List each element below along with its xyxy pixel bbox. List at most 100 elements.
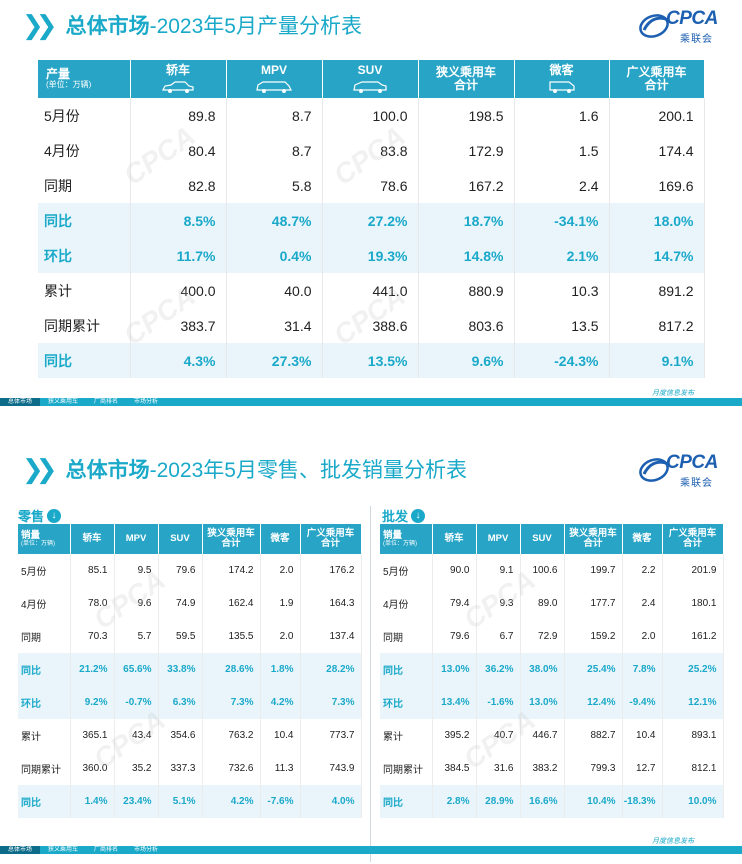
- download-arrow-icon[interactable]: ↓: [411, 508, 426, 523]
- table-row: 同期 70.3 5.7 59.5 135.5 2.0 137.4: [18, 620, 362, 653]
- table-cell: 35.2: [114, 752, 159, 785]
- table-cell: 360.0: [70, 752, 115, 785]
- table-cell: 72.9: [520, 620, 565, 653]
- table-cell: 89.0: [520, 587, 565, 620]
- cpca-logo-icon: [639, 458, 669, 482]
- footer-bar: [0, 398, 742, 406]
- table-cell: 10.4%: [564, 785, 623, 818]
- table-row: 5月份 85.1 9.5 79.6 174.2 2.0 176.2: [18, 554, 362, 587]
- row-label: 同比: [380, 653, 433, 686]
- table-cell: -18.3%: [622, 785, 663, 818]
- table-cell: 9.5: [114, 554, 159, 587]
- row-label: 4月份: [380, 587, 433, 620]
- table-cell: 18.7%: [418, 203, 515, 238]
- table-cell: 400.0: [130, 273, 227, 308]
- header-unit: (单位：万辆): [46, 80, 92, 90]
- table-cell: -7.6%: [260, 785, 301, 818]
- table-cell: 89.8: [130, 98, 227, 133]
- footer-tab[interactable]: 厂商排名: [94, 399, 119, 405]
- table-cell: 2.0: [260, 620, 301, 653]
- table-cell: 177.7: [564, 587, 623, 620]
- microvan-icon: [548, 80, 575, 93]
- title-bold: 总体市场: [65, 15, 150, 38]
- table-row: 同比 21.2% 65.6% 33.8% 28.6% 1.8% 28.2%: [18, 653, 362, 686]
- table-cell: 441.0: [322, 273, 419, 308]
- table-cell: 812.1: [662, 752, 724, 785]
- table-cell: 10.3: [514, 273, 610, 308]
- table-cell: 14.8%: [418, 238, 515, 273]
- logo-subtext: 乘联会: [680, 478, 713, 489]
- table-cell: 48.7%: [226, 203, 323, 238]
- table-cell: 9.3: [476, 587, 521, 620]
- footer-tab[interactable]: 总体市场: [0, 398, 41, 406]
- table-row: 环比 9.2% -0.7% 6.3% 7.3% 4.2% 7.3%: [18, 686, 362, 719]
- table-cell: -0.7%: [114, 686, 159, 719]
- table-cell: 383.7: [130, 308, 227, 343]
- table-cell: 82.8: [130, 168, 227, 203]
- table-cell: 337.3: [158, 752, 203, 785]
- footer-tab[interactable]: 总体市场: [0, 846, 41, 854]
- row-label: 累计: [38, 273, 131, 308]
- table-cell: 1.4%: [70, 785, 115, 818]
- header-col: 微客: [622, 524, 663, 554]
- table-cell: 395.2: [432, 719, 477, 752]
- table-row: 同比 13.0% 36.2% 38.0% 25.4% 7.8% 25.2%: [380, 653, 724, 686]
- table-header-row: 销量 (单位：万辆) 轿车 MPV SUV 狭义乘用车 合计 微客 广义乘用车 合计: [380, 524, 724, 554]
- table-cell: 6.7: [476, 620, 521, 653]
- row-label: 同期累计: [18, 752, 71, 785]
- table-cell: 59.5: [158, 620, 203, 653]
- table-cell: 10.4: [622, 719, 663, 752]
- table-cell: 732.6: [202, 752, 261, 785]
- publisher-label: 月度信息发布: [652, 838, 694, 845]
- table-cell: 27.3%: [226, 343, 323, 378]
- table-cell: -34.1%: [514, 203, 610, 238]
- table-cell: 891.2: [609, 273, 705, 308]
- table-cell: 79.6: [158, 554, 203, 587]
- footer-tab[interactable]: 厂商排名: [94, 847, 119, 853]
- table-cell: -1.6%: [476, 686, 521, 719]
- table-cell: 9.6%: [418, 343, 515, 378]
- table-row: 同期累计 383.7 31.4 388.6 803.6 13.5 817.2: [38, 308, 705, 343]
- footer-tab[interactable]: 市场分析: [134, 399, 159, 405]
- table-row: 同期累计 360.0 35.2 337.3 732.6 11.3 743.9: [18, 752, 362, 785]
- table-cell: 83.8: [322, 133, 419, 168]
- header-col: 轿车: [70, 524, 115, 554]
- table-row: 同比 1.4% 23.4% 5.1% 4.2% -7.6% 4.0%: [18, 785, 362, 818]
- footer-tab[interactable]: 市场分析: [134, 847, 159, 853]
- row-label: 累计: [18, 719, 71, 752]
- table-row: 同期累计 384.5 31.6 383.2 799.3 12.7 812.1: [380, 752, 724, 785]
- row-label: 同期: [380, 620, 433, 653]
- page-number: 3: [727, 397, 732, 406]
- retail-section-label: 零售 ↓: [18, 506, 62, 525]
- slide-title: ❯❯ 总体市场 -2023年5月零售、批发销量分析表: [22, 454, 467, 484]
- row-label: 同期: [38, 168, 131, 203]
- table-row: 同期 82.8 5.8 78.6 167.2 2.4 169.6: [38, 168, 705, 203]
- footer-tab[interactable]: 狭义乘用车: [48, 399, 79, 405]
- table-cell: 27.2%: [322, 203, 419, 238]
- mpv-icon: [256, 80, 292, 93]
- table-cell: 200.1: [609, 98, 705, 133]
- table-cell: 167.2: [418, 168, 515, 203]
- cpca-logo-icon: [639, 14, 669, 38]
- table-cell: 40.7: [476, 719, 521, 752]
- header-col: MPV: [226, 60, 323, 98]
- row-label: 4月份: [38, 133, 131, 168]
- cpca-logo: CPCA 乘联会: [636, 6, 728, 46]
- wholesale-section-text: 批发: [382, 509, 409, 524]
- header-first: 销量 (单位：万辆): [18, 524, 71, 554]
- row-label: 同比: [38, 343, 131, 378]
- row-label: 4月份: [18, 587, 71, 620]
- footer-bar: [0, 846, 742, 854]
- table-cell: 79.4: [432, 587, 477, 620]
- row-label: 同期: [18, 620, 71, 653]
- header-col: 广义乘用车 合计: [609, 60, 705, 98]
- table-cell: 4.0%: [300, 785, 362, 818]
- row-label: 同比: [38, 203, 131, 238]
- table-cell: 164.3: [300, 587, 362, 620]
- table-row: 同比 4.3% 27.3% 13.5% 9.6% -24.3% 9.1%: [38, 343, 705, 378]
- table-cell: 0.4%: [226, 238, 323, 273]
- table-cell: 11.3: [260, 752, 301, 785]
- download-arrow-icon[interactable]: ↓: [47, 508, 62, 523]
- table-cell: 78.6: [322, 168, 419, 203]
- footer-tab[interactable]: 狭义乘用车: [48, 847, 79, 853]
